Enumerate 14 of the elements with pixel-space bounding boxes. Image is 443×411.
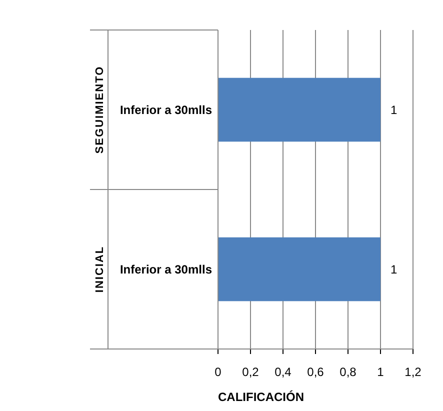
text: SEGUIMIENTO [94,66,106,154]
x-tick-label: 0,8 [340,365,357,380]
text: INICIAL [94,246,106,293]
data-label: 1 [390,262,398,276]
x-tick-label: 0,2 [242,365,260,380]
x-tick-label: 1 [377,365,384,380]
data-label: 1 [390,102,398,117]
x-tick-label: 0 [214,365,222,380]
y-tick-label: Inferior a 30mlls [120,102,212,117]
y-tick-label: Inferior a 30mlls [120,262,212,276]
x-tick-label: 1,2 [404,365,422,380]
x-tick-label: 0,4 [274,365,292,380]
x-axis-title: CALIFICACIÓN [218,390,304,404]
x-tick-label: 0,6 [307,365,324,380]
